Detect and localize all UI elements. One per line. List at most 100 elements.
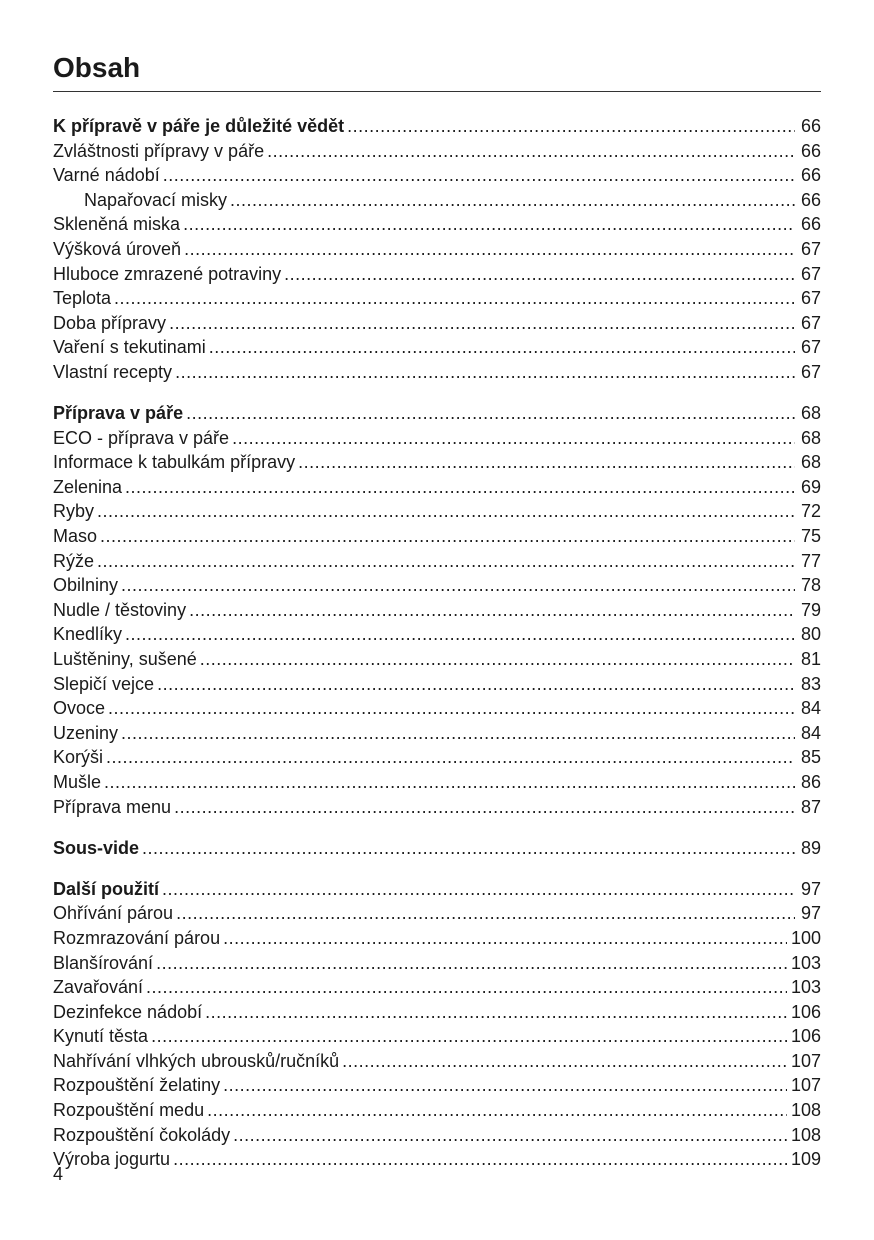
toc-entry[interactable]: Varné nádobí 66 [53,163,821,188]
toc-entry[interactable]: Zavařování 103 [53,975,821,1000]
toc-entry-page: 107 [790,1075,821,1096]
dot-leader [125,622,795,647]
toc-entry[interactable]: Knedlíky 80 [53,622,821,647]
toc-entry-page: 77 [800,550,821,571]
toc-section: Sous-vide 89 [53,836,821,861]
toc-entry-page: 108 [790,1100,821,1121]
toc-entry[interactable]: Rýže 77 [53,549,821,574]
toc-section-heading[interactable]: Příprava v páře 68 [53,401,821,426]
toc-entry[interactable]: Příprava menu 87 [53,795,821,820]
toc-entry[interactable]: Kynutí těsta 106 [53,1024,821,1049]
dot-leader [347,114,795,139]
toc-entry[interactable]: Výroba jogurtu 109 [53,1147,821,1172]
toc-entry[interactable]: Rozpouštění medu 108 [53,1098,821,1123]
toc-section-heading[interactable]: Další použití 97 [53,877,821,902]
toc-entry-page: 66 [800,214,821,235]
toc-entry-page: 67 [800,337,821,358]
toc-entry-label: Výroba jogurtu [53,1149,171,1170]
dot-leader [157,672,795,697]
toc-section-heading[interactable]: K přípravě v páře je důležité vědět 66 [53,114,821,139]
toc-entry[interactable]: Ryby 72 [53,499,821,524]
toc-entry-label: Varné nádobí [53,165,160,186]
dot-leader [121,573,795,598]
dot-leader [205,1000,787,1025]
toc-entry-page: 108 [790,1124,821,1145]
dot-leader [97,499,795,524]
dot-leader [156,951,787,976]
toc-entry-label: ECO - příprava v páře [53,427,230,448]
toc-entry[interactable]: Informace k tabulkám přípravy 68 [53,450,821,475]
toc-entry[interactable]: Ovoce 84 [53,696,821,721]
toc-entry-label: Napařovací misky [84,189,228,210]
toc-entry-label: Knedlíky [53,624,123,645]
dot-leader [169,311,795,336]
toc-entry[interactable]: Uzeniny 84 [53,721,821,746]
dot-leader [200,647,795,672]
toc-entry[interactable]: Dezinfekce nádobí 106 [53,1000,821,1025]
toc-entry-page: 75 [800,526,821,546]
toc-entry-page: 72 [800,501,821,522]
toc-section: K přípravě v páře je důležité vědět66Zvl… [53,114,821,385]
toc-entry-label: Slepičí vejce [53,673,155,694]
toc-entry-page: 109 [790,1149,821,1170]
dot-leader [342,1049,787,1074]
toc-entry[interactable]: Vlastní recepty 67 [53,360,821,385]
toc-entry[interactable]: Rozpouštění čokolády 108 [53,1123,821,1148]
toc-entry-page: 103 [790,977,821,998]
toc-entry-page: 107 [790,1050,821,1071]
dot-leader [151,1024,787,1049]
toc-entry[interactable]: Mušle 86 [53,770,821,795]
toc-entry[interactable]: Napařovací misky 66 [53,188,821,213]
dot-leader [146,975,787,1000]
dot-leader [233,1123,787,1148]
toc-entry[interactable]: Zvláštnosti přípravy v páře 66 [53,139,821,164]
toc-entry-page: 84 [800,698,821,719]
toc-entry[interactable]: Hluboce zmrazené potraviny 67 [53,262,821,287]
toc-entry[interactable]: Nudle / těstoviny 79 [53,598,821,623]
toc-entry-page: 78 [800,575,821,596]
toc-entry-label: Blanšírování [53,952,154,973]
toc-entry-label: Ohřívání párou [53,903,174,924]
toc-entry-label: Zelenina [53,476,123,497]
toc-entry-page: 89 [800,837,821,858]
toc-entry-page: 67 [800,263,821,284]
toc-entry-page: 97 [800,903,821,924]
toc-entry[interactable]: Skleněná miska 66 [53,212,821,237]
toc-entry-page: 106 [790,1001,821,1022]
toc-entry-page: 66 [800,116,821,136]
toc-entry-page: 67 [800,312,821,333]
toc-entry[interactable]: Slepičí vejce 83 [53,672,821,697]
toc-entry[interactable]: ECO - příprava v páře 68 [53,426,821,451]
dot-leader [142,836,795,861]
toc-entry[interactable]: Blanšírování 103 [53,951,821,976]
toc-entry[interactable]: Maso 75 [53,524,821,549]
toc-entry[interactable]: Korýši 85 [53,745,821,770]
toc-entry[interactable]: Výšková úroveň 67 [53,237,821,262]
dot-leader [183,212,795,237]
page-number: 4 [53,1164,64,1184]
toc-entry[interactable]: Nahřívání vlhkých ubrousků/ručníků 107 [53,1049,821,1074]
toc-section-heading[interactable]: Sous-vide 89 [53,836,821,861]
toc-entry[interactable]: Rozpouštění želatiny 107 [53,1073,821,1098]
toc-entry[interactable]: Zelenina 69 [53,475,821,500]
toc-entry-page: 68 [800,403,821,424]
toc-entry[interactable]: Teplota 67 [53,286,821,311]
toc-entry-label: Rozpouštění čokolády [53,1124,231,1145]
toc-entry-page: 66 [800,165,821,186]
dot-leader [162,877,795,902]
toc-entry-page: 80 [800,624,821,645]
toc-entry-label: Nahřívání vlhkých ubrousků/ručníků [53,1050,340,1071]
toc-entry[interactable]: Obilniny 78 [53,573,821,598]
toc-entry[interactable]: Vaření s tekutinami 67 [53,335,821,360]
toc-entry[interactable]: Luštěniny, sušené 81 [53,647,821,672]
toc-entry[interactable]: Doba přípravy 67 [53,311,821,336]
toc-entry[interactable]: Rozmrazování párou 100 [53,926,821,951]
dot-leader [175,360,795,385]
dot-leader [223,926,787,951]
toc-entry[interactable]: Ohřívání párou 97 [53,901,821,926]
dot-leader [284,262,795,287]
toc-entry-page: 66 [800,189,821,210]
toc-entry-page: 67 [800,288,821,309]
toc-entry-page: 69 [800,476,821,497]
dot-leader [121,721,795,746]
